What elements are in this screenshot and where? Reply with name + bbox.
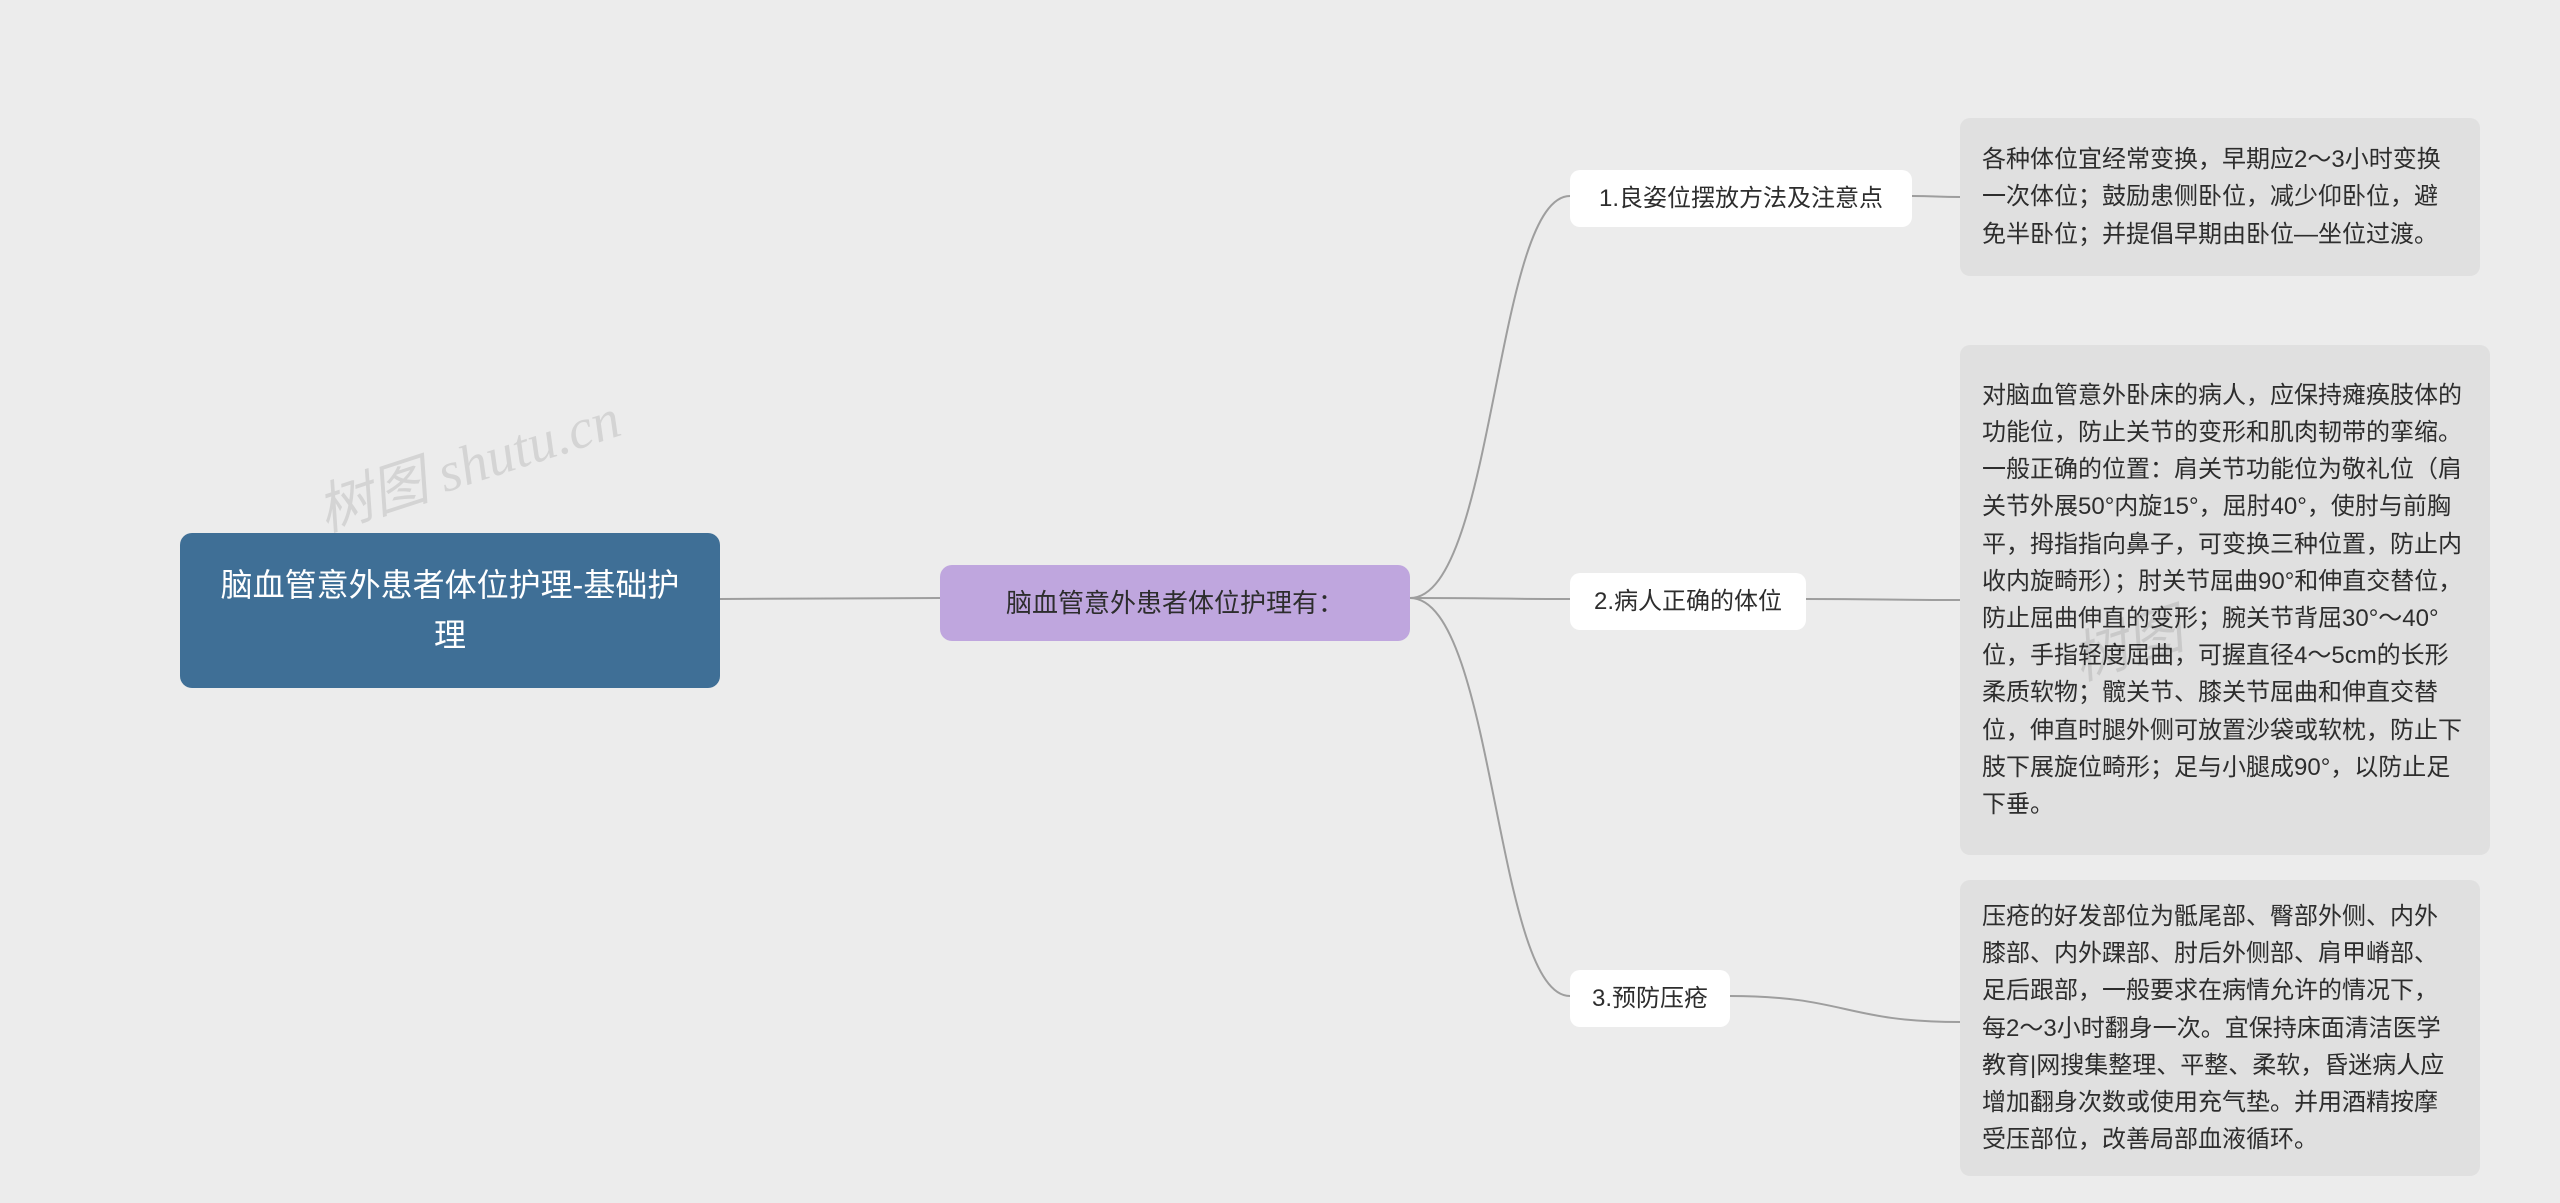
connector-edge: [1410, 196, 1570, 598]
connector-edge: [1730, 996, 1960, 1022]
leaf-node-2[interactable]: 对脑血管意外卧床的病人，应保持瘫痪肢体的功能位，防止关节的变形和肌肉韧带的挛缩。…: [1960, 345, 2490, 855]
connector-edge: [720, 598, 940, 599]
level2-node-3[interactable]: 3.预防压疮: [1570, 970, 1730, 1027]
connector-edge: [1410, 598, 1570, 599]
level1-node[interactable]: 脑血管意外患者体位护理有：: [940, 565, 1410, 641]
level2-node-2[interactable]: 2.病人正确的体位: [1570, 573, 1806, 630]
root-node[interactable]: 脑血管意外患者体位护理-基础护理: [180, 533, 720, 688]
connector-edge: [1912, 196, 1960, 197]
level2-node-1[interactable]: 1.良姿位摆放方法及注意点: [1570, 170, 1912, 227]
leaf-node-1[interactable]: 各种体位宜经常变换，早期应2～3小时变换一次体位；鼓励患侧卧位，减少仰卧位，避免…: [1960, 118, 2480, 276]
watermark-1: 树图 shutu.cn: [305, 373, 629, 547]
connector-edge: [1806, 599, 1960, 600]
connector-edge: [1410, 598, 1570, 996]
leaf-node-3[interactable]: 压疮的好发部位为骶尾部、臀部外侧、内外膝部、内外踝部、肘后外侧部、肩甲嵴部、足后…: [1960, 880, 2480, 1176]
